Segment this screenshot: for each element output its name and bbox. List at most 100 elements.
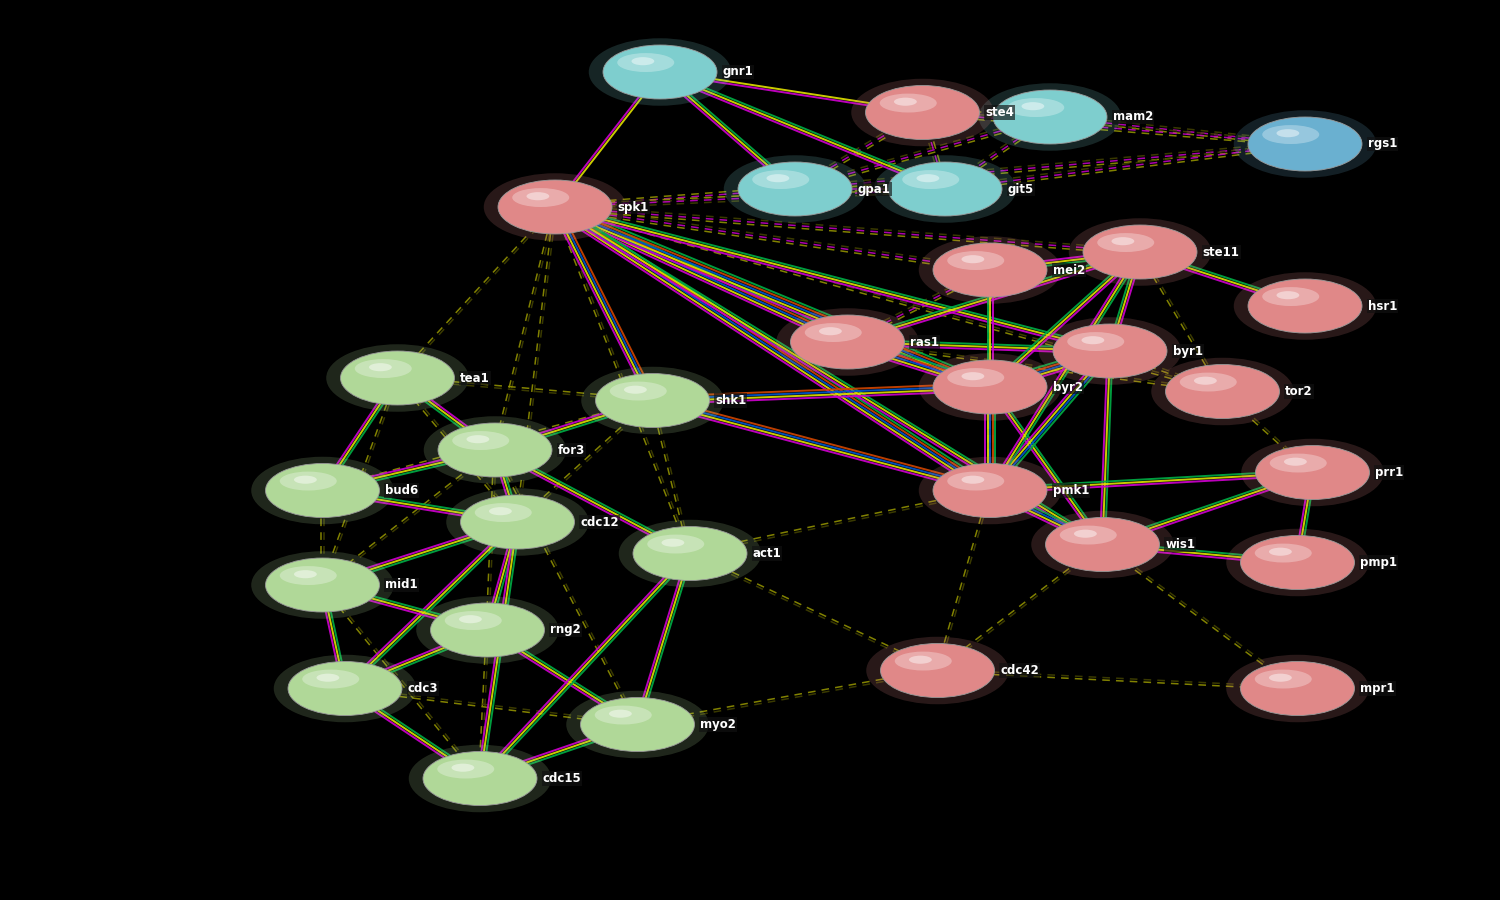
Ellipse shape	[948, 472, 1005, 491]
Ellipse shape	[1254, 544, 1311, 562]
Text: pmp1: pmp1	[1360, 556, 1396, 569]
Ellipse shape	[1083, 225, 1197, 279]
Ellipse shape	[460, 495, 574, 549]
Text: rng2: rng2	[550, 624, 580, 636]
Text: rgs1: rgs1	[1368, 138, 1396, 150]
Ellipse shape	[1233, 272, 1377, 339]
Ellipse shape	[1248, 117, 1362, 171]
Ellipse shape	[438, 423, 552, 477]
Ellipse shape	[489, 508, 512, 515]
Ellipse shape	[879, 94, 936, 112]
Ellipse shape	[1053, 324, 1167, 378]
Ellipse shape	[1240, 536, 1354, 590]
Ellipse shape	[266, 464, 380, 518]
Text: myo2: myo2	[700, 718, 736, 731]
Text: shk1: shk1	[716, 394, 747, 407]
Ellipse shape	[1276, 292, 1299, 299]
Text: for3: for3	[558, 444, 585, 456]
Text: spk1: spk1	[618, 201, 650, 213]
Text: prr1: prr1	[1376, 466, 1404, 479]
Text: tor2: tor2	[1286, 385, 1312, 398]
Ellipse shape	[804, 323, 861, 342]
Ellipse shape	[279, 566, 336, 585]
Ellipse shape	[327, 344, 468, 412]
Ellipse shape	[888, 162, 1002, 216]
Ellipse shape	[894, 98, 916, 106]
Ellipse shape	[423, 752, 537, 806]
Ellipse shape	[867, 637, 1008, 704]
Text: tea1: tea1	[460, 372, 490, 384]
Ellipse shape	[978, 84, 1120, 150]
Ellipse shape	[880, 644, 995, 698]
Ellipse shape	[423, 416, 567, 484]
Ellipse shape	[452, 763, 474, 772]
Ellipse shape	[453, 431, 509, 450]
Ellipse shape	[1082, 337, 1104, 344]
Ellipse shape	[852, 79, 993, 146]
Ellipse shape	[1276, 130, 1299, 137]
Ellipse shape	[632, 58, 654, 66]
Ellipse shape	[1240, 662, 1354, 716]
Ellipse shape	[1022, 103, 1044, 111]
Ellipse shape	[916, 175, 939, 182]
Ellipse shape	[512, 188, 570, 207]
Ellipse shape	[1227, 529, 1368, 596]
Ellipse shape	[865, 86, 980, 140]
Text: pmk1: pmk1	[1053, 484, 1089, 497]
Ellipse shape	[1068, 332, 1125, 351]
Ellipse shape	[526, 193, 549, 201]
Ellipse shape	[648, 535, 705, 554]
Ellipse shape	[618, 53, 675, 72]
Text: byr1: byr1	[1173, 345, 1203, 357]
Ellipse shape	[618, 520, 760, 588]
Ellipse shape	[909, 655, 932, 664]
Ellipse shape	[567, 691, 708, 758]
Ellipse shape	[948, 251, 1005, 270]
Ellipse shape	[933, 360, 1047, 414]
Ellipse shape	[596, 374, 709, 428]
Ellipse shape	[993, 90, 1107, 144]
Text: git5: git5	[1008, 183, 1034, 195]
Ellipse shape	[408, 745, 552, 812]
Ellipse shape	[1179, 373, 1236, 392]
Ellipse shape	[1074, 529, 1096, 537]
Ellipse shape	[438, 760, 495, 778]
Ellipse shape	[918, 353, 1062, 421]
Ellipse shape	[1166, 364, 1280, 418]
Ellipse shape	[723, 155, 867, 223]
Ellipse shape	[459, 616, 482, 623]
Text: ste4: ste4	[986, 106, 1014, 119]
Ellipse shape	[1263, 125, 1320, 144]
Ellipse shape	[498, 180, 612, 234]
Ellipse shape	[1096, 233, 1155, 252]
Text: ste11: ste11	[1203, 246, 1239, 258]
Ellipse shape	[1032, 511, 1173, 579]
Ellipse shape	[662, 538, 684, 546]
Ellipse shape	[962, 475, 984, 484]
Ellipse shape	[1269, 547, 1292, 555]
Ellipse shape	[251, 457, 393, 524]
Ellipse shape	[430, 603, 544, 657]
Text: byr2: byr2	[1053, 381, 1083, 393]
Ellipse shape	[1242, 439, 1383, 506]
Ellipse shape	[903, 170, 960, 189]
Ellipse shape	[483, 173, 627, 240]
Ellipse shape	[1046, 518, 1160, 572]
Ellipse shape	[766, 175, 789, 182]
Ellipse shape	[1284, 457, 1306, 466]
Ellipse shape	[588, 38, 732, 106]
Ellipse shape	[1256, 446, 1370, 500]
Ellipse shape	[354, 359, 411, 378]
Ellipse shape	[1269, 673, 1292, 682]
Ellipse shape	[466, 435, 489, 444]
Ellipse shape	[369, 364, 392, 371]
Text: act1: act1	[753, 547, 782, 560]
Ellipse shape	[633, 526, 747, 580]
Ellipse shape	[918, 457, 1062, 524]
Ellipse shape	[416, 596, 558, 664]
Ellipse shape	[752, 170, 810, 189]
Ellipse shape	[1248, 279, 1362, 333]
Ellipse shape	[738, 162, 852, 216]
Text: wis1: wis1	[1166, 538, 1196, 551]
Ellipse shape	[1152, 357, 1293, 426]
